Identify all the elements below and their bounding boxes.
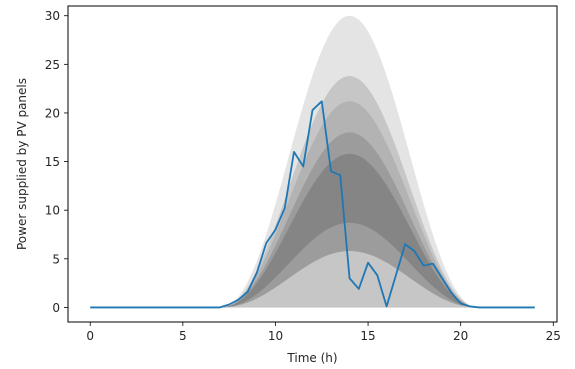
x-axis: 0 5 10 15 20 25	[86, 322, 561, 343]
y-tick-label: 5	[52, 252, 60, 266]
x-tick-label: 15	[360, 329, 375, 343]
x-tick-label: 25	[546, 329, 561, 343]
x-tick-label: 5	[179, 329, 187, 343]
y-tick-label: 0	[52, 301, 60, 315]
y-axis: 0 5 10 15 20 25 30	[45, 9, 68, 315]
x-axis-label: Time (h)	[286, 351, 337, 365]
x-tick-label: 0	[86, 329, 94, 343]
series-layer	[90, 100, 535, 309]
uncertainty-bands	[219, 15, 480, 308]
plot-frame	[67, 5, 558, 323]
series-line-0	[90, 100, 535, 309]
y-tick-label: 10	[45, 204, 60, 218]
x-tick-label: 10	[268, 329, 283, 343]
y-tick-label: 25	[45, 58, 60, 72]
y-axis-label: Power supplied by PV panels	[15, 78, 29, 250]
y-tick-label: 15	[45, 155, 60, 169]
x-tick-label: 20	[453, 329, 468, 343]
y-tick-label: 30	[45, 9, 60, 23]
y-tick-label: 20	[45, 106, 60, 120]
